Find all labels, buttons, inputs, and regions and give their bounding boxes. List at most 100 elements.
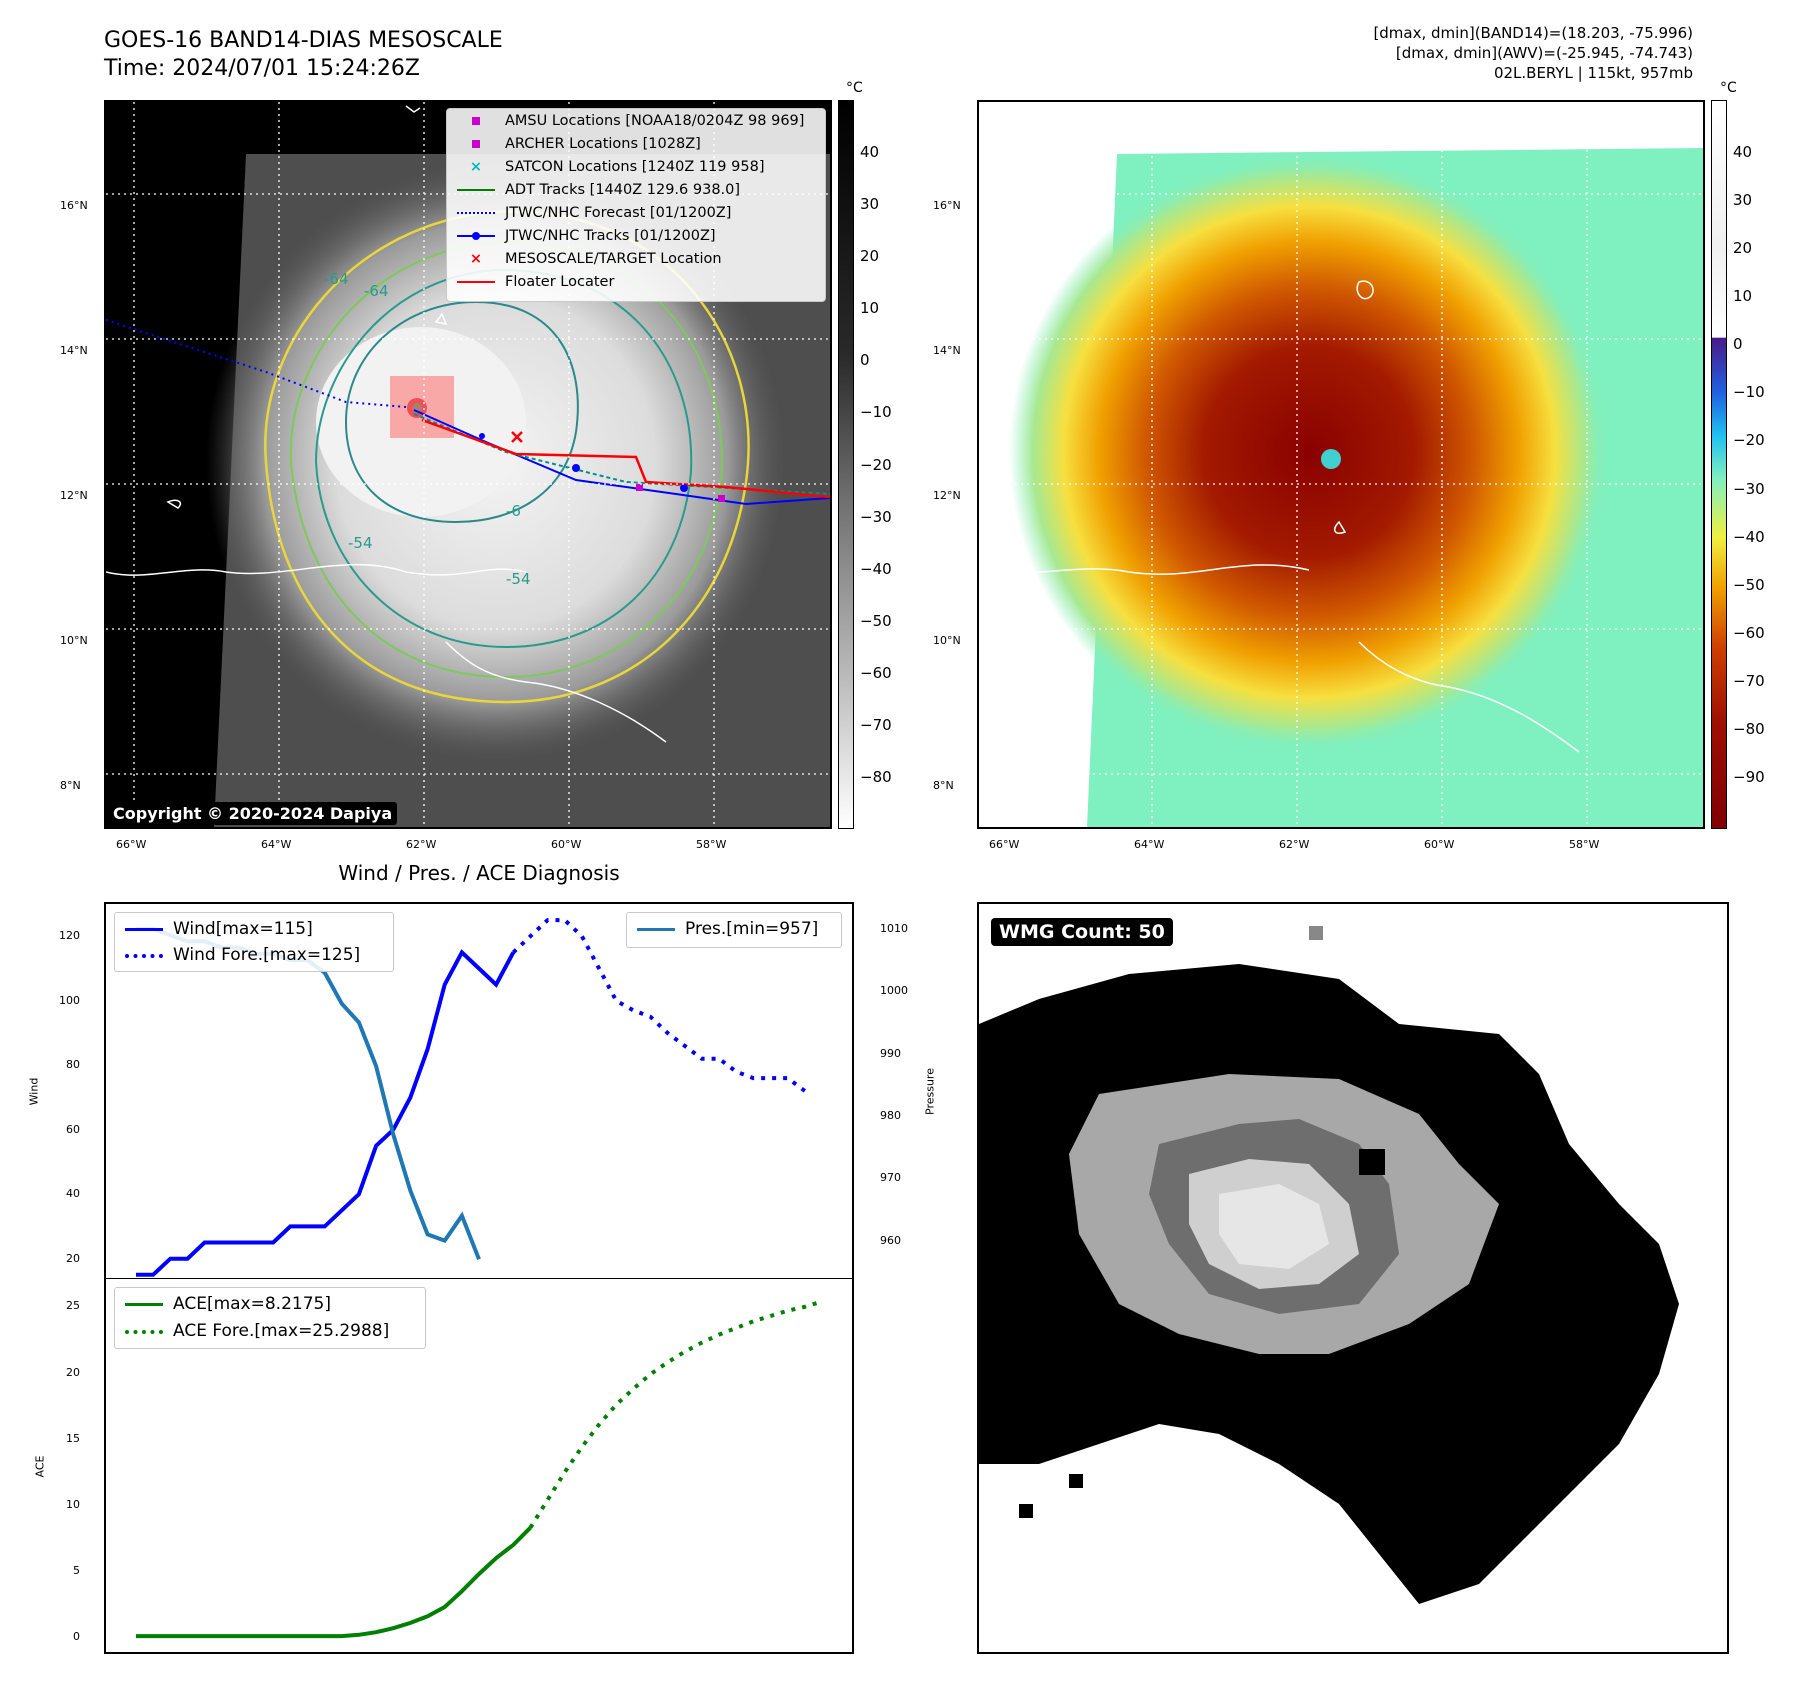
ace-tick-label: 10	[66, 1497, 80, 1511]
series-line	[136, 949, 516, 1277]
colorbar-tick-label: −70	[860, 715, 892, 734]
wind-tick-label: 20	[66, 1251, 80, 1265]
pressure-tick-label: 980	[880, 1108, 901, 1122]
wind-legend: Wind[max=115] Wind Fore.[max=125]	[114, 912, 394, 972]
pressure-tick-label: 960	[880, 1233, 901, 1247]
colorbar-tick-label: 40	[1733, 143, 1753, 161]
colorbar-unit: °C	[1720, 80, 1737, 96]
colorbar-tick-label: 30	[1733, 191, 1753, 210]
legend-item: Wind Fore.[max=125]	[123, 945, 360, 965]
ace-tick-label: 20	[66, 1365, 80, 1379]
ace-plot	[136, 1299, 823, 1639]
colorbar-tick-label: −30	[1733, 479, 1765, 498]
legend-item: ARCHER Locations [1028Z]	[455, 136, 701, 152]
contour-label: -64	[324, 270, 349, 288]
colorbar-tick-label: −10	[860, 403, 892, 422]
awv-map-panel	[977, 100, 1705, 829]
series-line	[511, 918, 807, 1093]
ace-chart: ACE[max=8.2175] ACE Fore.[max=25.2988]	[104, 1278, 854, 1654]
ace-tick-label: 0	[73, 1630, 80, 1644]
colorbar-tick-label: −10	[1733, 383, 1765, 402]
colorbar-tick-label: −40	[1733, 527, 1765, 546]
lon-label: 66°W	[989, 838, 1020, 851]
figure-time: Time: 2024/07/01 15:24:26Z	[104, 56, 420, 81]
colorbar-tick-label: −70	[1733, 671, 1765, 690]
x-marker-icon: ×	[469, 251, 483, 267]
colorbar-tick-label: −40	[860, 559, 892, 578]
legend-item: Wind[max=115]	[123, 919, 313, 939]
wmg-image	[979, 926, 1679, 1604]
dotted-line-icon	[123, 947, 165, 963]
colorbar-tick-label: −30	[860, 507, 892, 526]
line-icon	[635, 921, 677, 937]
colorbar-tick-label: −80	[860, 768, 892, 786]
contour-label: -64	[364, 282, 389, 300]
wind-tick-label: 80	[66, 1058, 80, 1072]
line-icon	[123, 1296, 165, 1312]
legend-item: JTWC/NHC Forecast [01/1200Z]	[455, 205, 731, 221]
contour-label: -6	[506, 502, 521, 520]
awv-colorbar	[1711, 100, 1727, 829]
ace-tick-label: 25	[66, 1299, 80, 1313]
colorbar-tick-label: 0	[860, 351, 870, 370]
legend-item: ACE Fore.[max=25.2988]	[123, 1321, 389, 1341]
line-marker-icon	[455, 228, 497, 244]
legend-item: × MESOSCALE/TARGET Location	[455, 251, 722, 267]
series-line	[136, 926, 481, 1261]
band14-colorbar	[838, 100, 854, 829]
line-icon	[455, 182, 497, 198]
awv-map-image	[979, 102, 1703, 827]
lat-label: 14°N	[60, 344, 88, 357]
lon-label: 60°W	[1424, 838, 1455, 851]
figure-title: GOES-16 BAND14-DIAS MESOSCALE	[104, 28, 503, 53]
colorbar-tick-label: −90	[1733, 768, 1765, 786]
lon-label: 64°W	[261, 838, 292, 851]
colorbar-tick-label: −50	[860, 611, 892, 630]
colorbar-tick-label: −20	[860, 455, 892, 474]
lon-label: 62°W	[406, 838, 437, 851]
lon-label: 58°W	[1569, 838, 1600, 851]
line-icon	[455, 274, 497, 290]
lon-label: 58°W	[696, 838, 727, 851]
lat-label: 10°N	[60, 634, 88, 647]
colorbar-tick-label: −80	[1733, 719, 1765, 738]
pressure-tick-label: 970	[880, 1171, 901, 1185]
colorbar-tick-label: 30	[860, 195, 880, 214]
colorbar-tick-label: 20	[860, 247, 880, 266]
band14-map-image	[106, 102, 830, 827]
info-storm: 02L.BERYL | 115kt, 957mb	[1493, 64, 1693, 82]
square-marker-icon	[455, 136, 497, 152]
lat-label: 10°N	[933, 634, 961, 647]
colorbar-tick-label: −60	[1733, 623, 1765, 642]
copyright-label: Copyright © 2020-2024 Dapiya	[108, 802, 398, 825]
series-line	[136, 1526, 532, 1639]
lon-label: 60°W	[551, 838, 582, 851]
wind-tick-label: 40	[66, 1187, 80, 1201]
series-line	[528, 1299, 823, 1529]
lat-label: 12°N	[933, 489, 961, 502]
colorbar-tick-label: 20	[1733, 239, 1753, 258]
wmg-count-badge: WMG Count: 50	[991, 918, 1173, 946]
wind-tick-label: 100	[59, 993, 80, 1007]
band14-map-panel: -64 -64 -54 -54 -6 AMSU Locations [NOAA1…	[104, 100, 832, 829]
contour-label: -54	[348, 534, 373, 552]
dotted-line-icon	[455, 205, 497, 221]
lon-label: 66°W	[116, 838, 147, 851]
ace-tick-label: 15	[66, 1431, 80, 1445]
ace-axis-label: ACE	[33, 1455, 47, 1478]
legend-item: AMSU Locations [NOAA18/0204Z 98 969]	[455, 113, 804, 129]
legend-item: ACE[max=8.2175]	[123, 1294, 331, 1314]
colorbar-unit: °C	[846, 80, 863, 96]
ace-legend: ACE[max=8.2175] ACE Fore.[max=25.2988]	[114, 1287, 426, 1349]
lat-label: 16°N	[60, 199, 88, 212]
pressure-tick-label: 1000	[880, 984, 908, 998]
wind-tick-label: 120	[59, 929, 80, 943]
lon-label: 62°W	[1279, 838, 1310, 851]
legend-item: Floater Locater	[455, 274, 614, 290]
x-marker-icon: ×	[469, 159, 483, 175]
colorbar-tick-label: −20	[1733, 431, 1765, 450]
wind-pressure-chart: Wind[max=115] Wind Fore.[max=125] Pres.[…	[104, 902, 854, 1279]
lat-label: 8°N	[933, 779, 954, 792]
lat-label: 14°N	[933, 344, 961, 357]
wind-tick-label: 60	[66, 1122, 80, 1136]
